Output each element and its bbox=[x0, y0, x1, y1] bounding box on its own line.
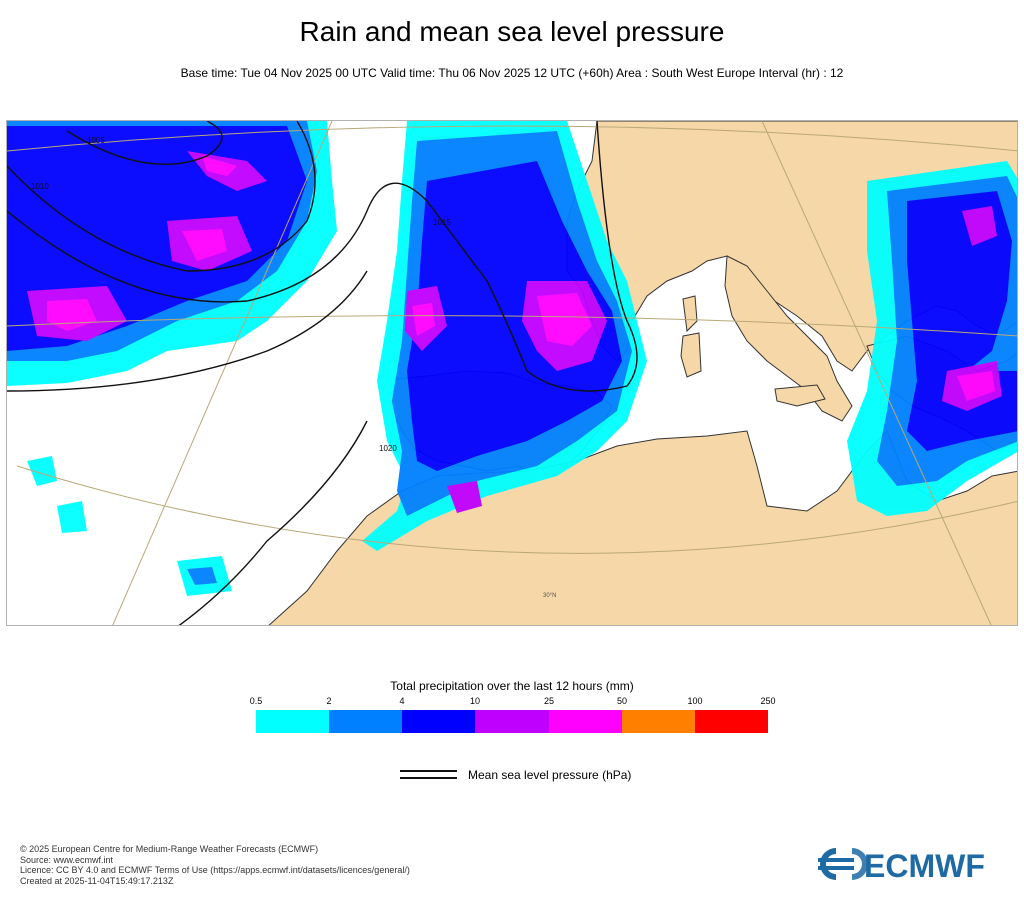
precipitation-map[interactable]: 1005 1010 1015 1020 30°N bbox=[6, 120, 1018, 626]
colorbar-segment bbox=[256, 710, 330, 733]
footer-created: Created at 2025-11-04T15:49:17.213Z bbox=[20, 875, 174, 886]
colorbar-segment bbox=[402, 710, 476, 733]
legend-ticks: 0.5 2 4 10 25 50 100 250 bbox=[250, 696, 776, 708]
legend-tick: 4 bbox=[399, 696, 405, 706]
legend-tick: 250 bbox=[760, 696, 776, 706]
precipitation-colorbar bbox=[256, 710, 768, 733]
land-italy bbox=[724, 255, 853, 422]
mslp-line-swatch bbox=[400, 770, 457, 779]
footer-licence: Licence: CC BY 4.0 and ECMWF Terms of Us… bbox=[20, 865, 410, 875]
footer-copyright: © 2025 European Centre for Medium-Range … bbox=[20, 844, 319, 854]
isobar-label: 1020 bbox=[379, 444, 397, 453]
colorbar-segment bbox=[621, 710, 695, 733]
colorbar-segment bbox=[329, 710, 403, 733]
mslp-legend-label: Mean sea level pressure (hPa) bbox=[468, 768, 632, 782]
colorbar-segment bbox=[694, 710, 768, 733]
legend-tick: 10 bbox=[469, 696, 481, 706]
footer-credits: © 2025 European Centre for Medium-Range … bbox=[20, 844, 410, 886]
legend-tick: 100 bbox=[687, 696, 703, 706]
land-corsica bbox=[682, 295, 698, 333]
land-sardinia bbox=[680, 332, 702, 378]
graticule bbox=[7, 121, 1017, 625]
ecmwf-logo: ECMWF bbox=[814, 846, 1006, 884]
isobar-label: 1010 bbox=[31, 182, 49, 191]
legend-tick: 2 bbox=[326, 696, 332, 706]
land-sicily bbox=[774, 384, 826, 407]
legend-tick: 25 bbox=[543, 696, 555, 706]
isobars bbox=[7, 121, 638, 625]
legend-tick: 50 bbox=[616, 696, 628, 706]
chart-title: Rain and mean sea level pressure bbox=[299, 16, 725, 47]
logo-text: ECMWF bbox=[864, 848, 985, 882]
isobar-labels: 1005 1010 1015 1020 bbox=[31, 136, 451, 453]
isobar-label: 1015 bbox=[433, 218, 451, 227]
precipitation-areas bbox=[7, 121, 1017, 596]
legend-title: Total precipitation over the last 12 hou… bbox=[390, 679, 634, 693]
colorbar-segment bbox=[548, 710, 622, 733]
map-canvas: 1005 1010 1015 1020 30°N bbox=[7, 121, 1017, 625]
ecmwf-logo-mark: ECMWF bbox=[818, 848, 985, 884]
footer-source: Source: www.ecmwf.int bbox=[20, 854, 114, 865]
colorbar-segment bbox=[475, 710, 549, 733]
isobar-label: 1005 bbox=[87, 136, 105, 145]
legend-tick: 0.5 bbox=[249, 696, 263, 706]
chart-subtitle: Base time: Tue 04 Nov 2025 00 UTC Valid … bbox=[180, 66, 844, 80]
latitude-label: 30°N bbox=[543, 593, 556, 599]
